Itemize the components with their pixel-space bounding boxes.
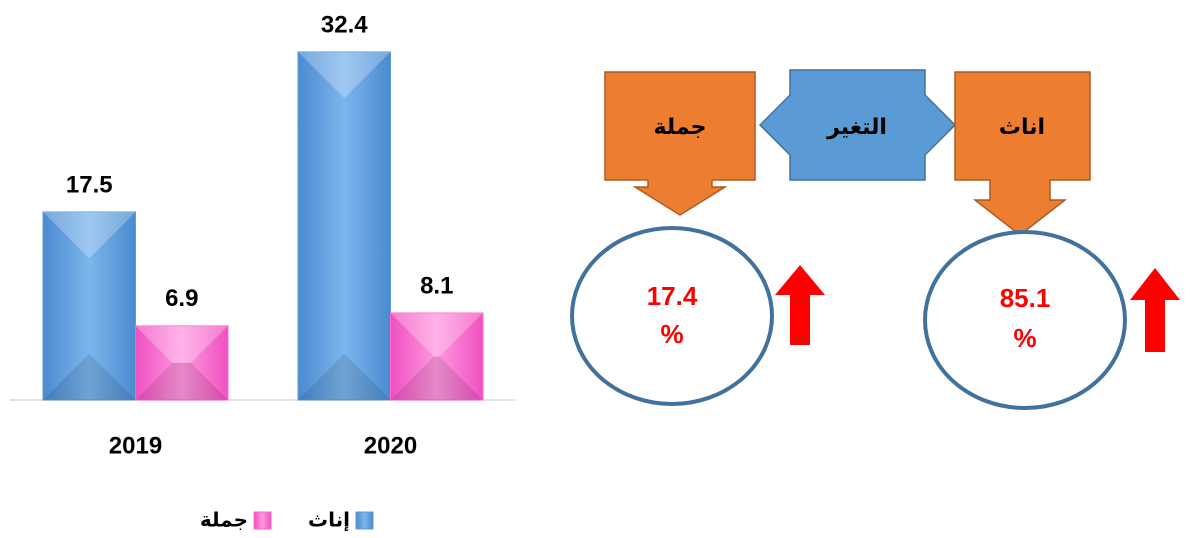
data-label: 8.1 xyxy=(420,272,453,299)
legend-swatch xyxy=(355,511,374,530)
female-callout xyxy=(954,71,1091,236)
bar xyxy=(390,312,484,401)
data-label: 17.5 xyxy=(66,171,113,198)
x-tick-label: 2020 xyxy=(364,432,417,459)
legend-swatch xyxy=(253,511,272,530)
change-unit: % xyxy=(660,319,683,349)
change-value: 85.1 xyxy=(1000,283,1051,313)
bar xyxy=(135,325,229,401)
bar-bevel xyxy=(390,312,483,357)
change-unit: % xyxy=(1013,323,1036,353)
data-label: 6.9 xyxy=(165,285,198,312)
bar-bevel xyxy=(43,212,136,259)
x-tick-label: 2019 xyxy=(109,432,162,459)
bar-bevel xyxy=(298,51,391,99)
change-circle xyxy=(923,230,1127,410)
bar-bevel xyxy=(43,353,136,400)
bar-bevel xyxy=(390,356,483,400)
bar-bevel xyxy=(135,362,228,400)
diagram: جملة التغير اناث 17.4 % 85.1 % xyxy=(570,69,1180,410)
box-label: جملة xyxy=(654,114,707,139)
bar xyxy=(297,51,391,401)
bar-bevel xyxy=(135,325,228,363)
change-circle xyxy=(570,226,774,406)
bar xyxy=(42,211,136,401)
legend-label: إناث xyxy=(308,509,350,531)
up-arrow xyxy=(1130,268,1180,352)
up-arrow xyxy=(775,265,825,345)
change-value: 17.4 xyxy=(647,281,698,311)
data-label: 32.4 xyxy=(321,11,368,38)
legend-label: جملة xyxy=(200,509,248,531)
box-label: التغير xyxy=(826,114,887,140)
bar-bevel xyxy=(298,353,391,400)
total-callout xyxy=(604,71,756,216)
box-label: اناث xyxy=(999,114,1045,139)
